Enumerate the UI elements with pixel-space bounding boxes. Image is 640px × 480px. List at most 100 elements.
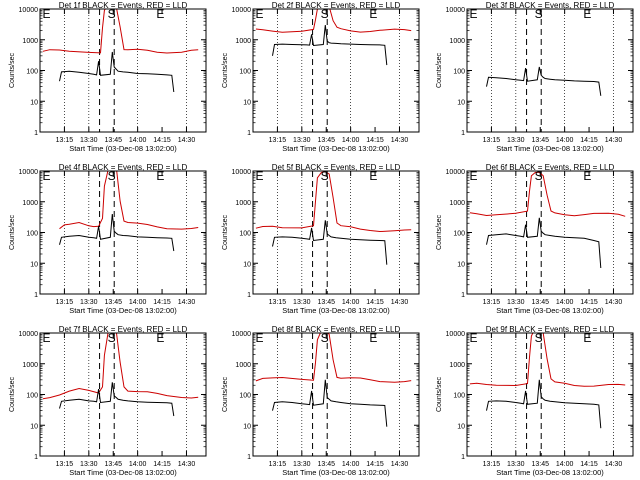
x-tick-label: 13:30	[80, 299, 98, 306]
y-axis-label: Counts/sec	[9, 376, 16, 412]
y-axis-label: Counts/sec	[9, 52, 16, 88]
y-tick-label: 1	[461, 130, 465, 137]
marker-e: E	[369, 331, 377, 345]
lld-series-line	[469, 333, 626, 387]
marker-e: E	[369, 7, 377, 21]
panel-title: Det 5f BLACK = Events, RED = LLD	[272, 163, 401, 172]
lld-series-line	[255, 333, 412, 383]
events-series-line	[59, 382, 175, 417]
y-tick-label: 1	[461, 454, 465, 461]
panel-title: Det 9f BLACK = Events, RED = LLD	[486, 325, 615, 334]
x-tick-label: 14:00	[556, 137, 574, 144]
x-tick-label: 13:15	[483, 299, 501, 306]
lld-series-line	[42, 9, 199, 54]
y-tick-label: 100	[239, 393, 251, 400]
marker-s: S	[535, 169, 543, 183]
x-tick-label: 13:15	[56, 299, 74, 306]
panel-2: Det 2f BLACK = Events, RED = LLD 1 10 100 10…	[222, 1, 420, 153]
x-tick-label: 14:30	[178, 461, 196, 468]
y-tick-label: 1	[247, 292, 251, 299]
marker-e: E	[43, 331, 51, 345]
x-tick-label: 13:45	[317, 299, 335, 306]
x-tick-label: 13:30	[507, 299, 525, 306]
y-tick-label: 10	[457, 99, 465, 106]
marker-s: S	[535, 331, 543, 345]
y-tick-label: 10	[30, 423, 38, 430]
x-tick-label: 13:30	[293, 461, 311, 468]
y-tick-label: 10	[243, 99, 251, 106]
x-tick-label: 14:15	[580, 299, 598, 306]
y-tick-label: 10000	[446, 169, 466, 176]
x-tick-label: 13:30	[80, 461, 98, 468]
x-tick-label: 13:15	[483, 137, 501, 144]
x-tick-label: 13:30	[507, 461, 525, 468]
events-series-line	[272, 25, 388, 66]
panel-1: Det 1f BLACK = Events, RED = LLD 1 10 100 10…	[9, 1, 207, 153]
y-tick-label: 1	[247, 454, 251, 461]
y-tick-label: 1000	[449, 200, 465, 207]
x-tick-label: 14:00	[556, 299, 574, 306]
x-tick-label: 13:30	[293, 299, 311, 306]
y-tick-label: 10	[30, 99, 38, 106]
x-tick-label: 14:30	[391, 299, 409, 306]
lld-series-line	[255, 9, 412, 33]
marker-e: E	[256, 7, 264, 21]
y-tick-label: 100	[239, 231, 251, 238]
x-tick-label: 13:15	[56, 137, 74, 144]
plot-frame	[252, 332, 420, 457]
marker-e: E	[470, 169, 478, 183]
x-tick-label: 14:15	[153, 461, 171, 468]
events-series-line	[486, 379, 602, 429]
x-axis-label: Start Time (03-Dec-08 13:02:00)	[282, 468, 390, 477]
marker-s: S	[535, 7, 543, 21]
panel-3: Det 3f BLACK = Events, RED = LLD 1 10 100 10…	[436, 1, 634, 153]
x-tick-label: 14:15	[580, 137, 598, 144]
plot-frame	[39, 170, 207, 295]
x-tick-label: 13:15	[483, 461, 501, 468]
panel-title: Det 2f BLACK = Events, RED = LLD	[272, 1, 401, 10]
marker-e: E	[156, 7, 164, 21]
y-tick-label: 10000	[446, 331, 466, 338]
marker-e: E	[583, 7, 591, 21]
x-tick-label: 14:00	[556, 461, 574, 468]
x-tick-label: 13:45	[531, 299, 549, 306]
marker-e: E	[156, 331, 164, 345]
x-tick-label: 14:30	[178, 299, 196, 306]
plot-frame	[252, 170, 420, 295]
y-tick-label: 1000	[449, 362, 465, 369]
x-tick-label: 14:15	[366, 461, 384, 468]
y-tick-label: 1000	[22, 200, 38, 207]
x-axis-label: Start Time (03-Dec-08 13:02:00)	[69, 144, 177, 153]
x-axis-label: Start Time (03-Dec-08 13:02:00)	[282, 144, 390, 153]
x-tick-label: 13:45	[104, 137, 122, 144]
plot-frame	[466, 170, 634, 295]
y-tick-label: 1000	[22, 362, 38, 369]
lld-series-line	[59, 171, 199, 230]
x-tick-label: 13:15	[56, 461, 74, 468]
panel-title: Det 6f BLACK = Events, RED = LLD	[486, 163, 615, 172]
y-tick-label: 100	[239, 69, 251, 76]
plot-frame	[252, 8, 420, 133]
y-axis-label: Counts/sec	[436, 376, 443, 412]
x-tick-label: 14:30	[605, 299, 623, 306]
plot-frame	[39, 8, 207, 133]
x-tick-label: 14:30	[391, 461, 409, 468]
x-tick-label: 14:00	[129, 299, 147, 306]
marker-e: E	[256, 331, 264, 345]
events-series-line	[486, 217, 602, 269]
y-tick-label: 1000	[235, 200, 251, 207]
panel-6: Det 6f BLACK = Events, RED = LLD 1 10 100 10…	[436, 163, 634, 315]
x-tick-label: 14:30	[605, 461, 623, 468]
x-tick-label: 13:45	[317, 461, 335, 468]
x-axis-label: Start Time (03-Dec-08 13:02:00)	[69, 306, 177, 315]
y-tick-label: 1000	[449, 38, 465, 45]
x-tick-label: 13:45	[531, 461, 549, 468]
x-axis-label: Start Time (03-Dec-08 13:02:00)	[282, 306, 390, 315]
plot-frame	[466, 332, 634, 457]
events-series-line	[272, 379, 388, 427]
events-series-line	[59, 213, 175, 252]
y-tick-label: 1000	[235, 38, 251, 45]
lld-series-line	[255, 171, 412, 233]
marker-e: E	[369, 169, 377, 183]
